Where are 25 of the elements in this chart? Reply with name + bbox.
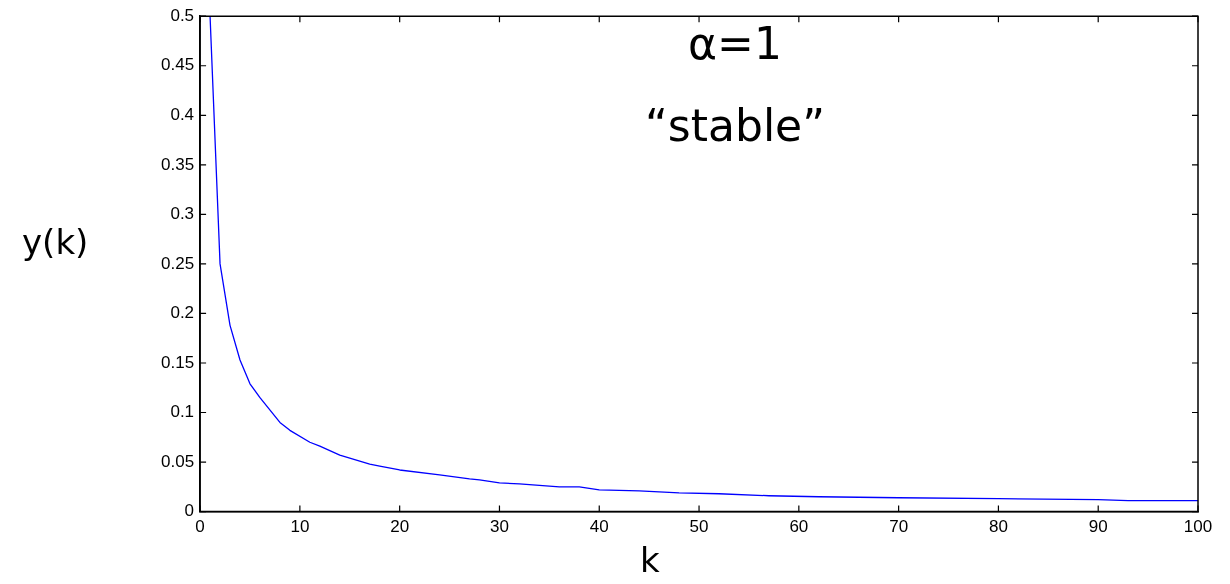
- x-tick-label: 70: [889, 517, 909, 537]
- y-tick-label: 0.05: [160, 451, 195, 471]
- y-axis-title: y(k): [22, 222, 89, 262]
- y-tick-label: 0.5: [170, 5, 195, 25]
- y-tick-label: 0.1: [170, 402, 195, 422]
- x-axis-title: k: [640, 540, 660, 580]
- y-tick-label: 0.35: [160, 154, 195, 174]
- x-tick-label: 60: [789, 517, 809, 537]
- x-tick-label: 50: [689, 517, 709, 537]
- y-tick-label: 0.25: [160, 253, 195, 273]
- x-tick-label: 40: [589, 517, 609, 537]
- x-tick-label: 20: [390, 517, 410, 537]
- x-tick-label: 30: [490, 517, 509, 537]
- y-tick-label: 0.3: [170, 204, 195, 224]
- x-tick-label: 80: [988, 517, 1008, 537]
- x-tick-label: 90: [1088, 517, 1108, 537]
- y-tick-label: 0.45: [160, 55, 195, 75]
- y-tick-label: 0.2: [170, 303, 195, 323]
- y-tick-label: 0.15: [160, 352, 195, 372]
- annotation: “stable”: [645, 100, 825, 152]
- annotation: α=1: [688, 18, 782, 70]
- y-tick-label: 0.4: [170, 104, 195, 124]
- x-tick-label: 100: [1183, 517, 1213, 537]
- y-tick-label: 0: [184, 501, 195, 521]
- x-tick-label: 10: [290, 517, 310, 537]
